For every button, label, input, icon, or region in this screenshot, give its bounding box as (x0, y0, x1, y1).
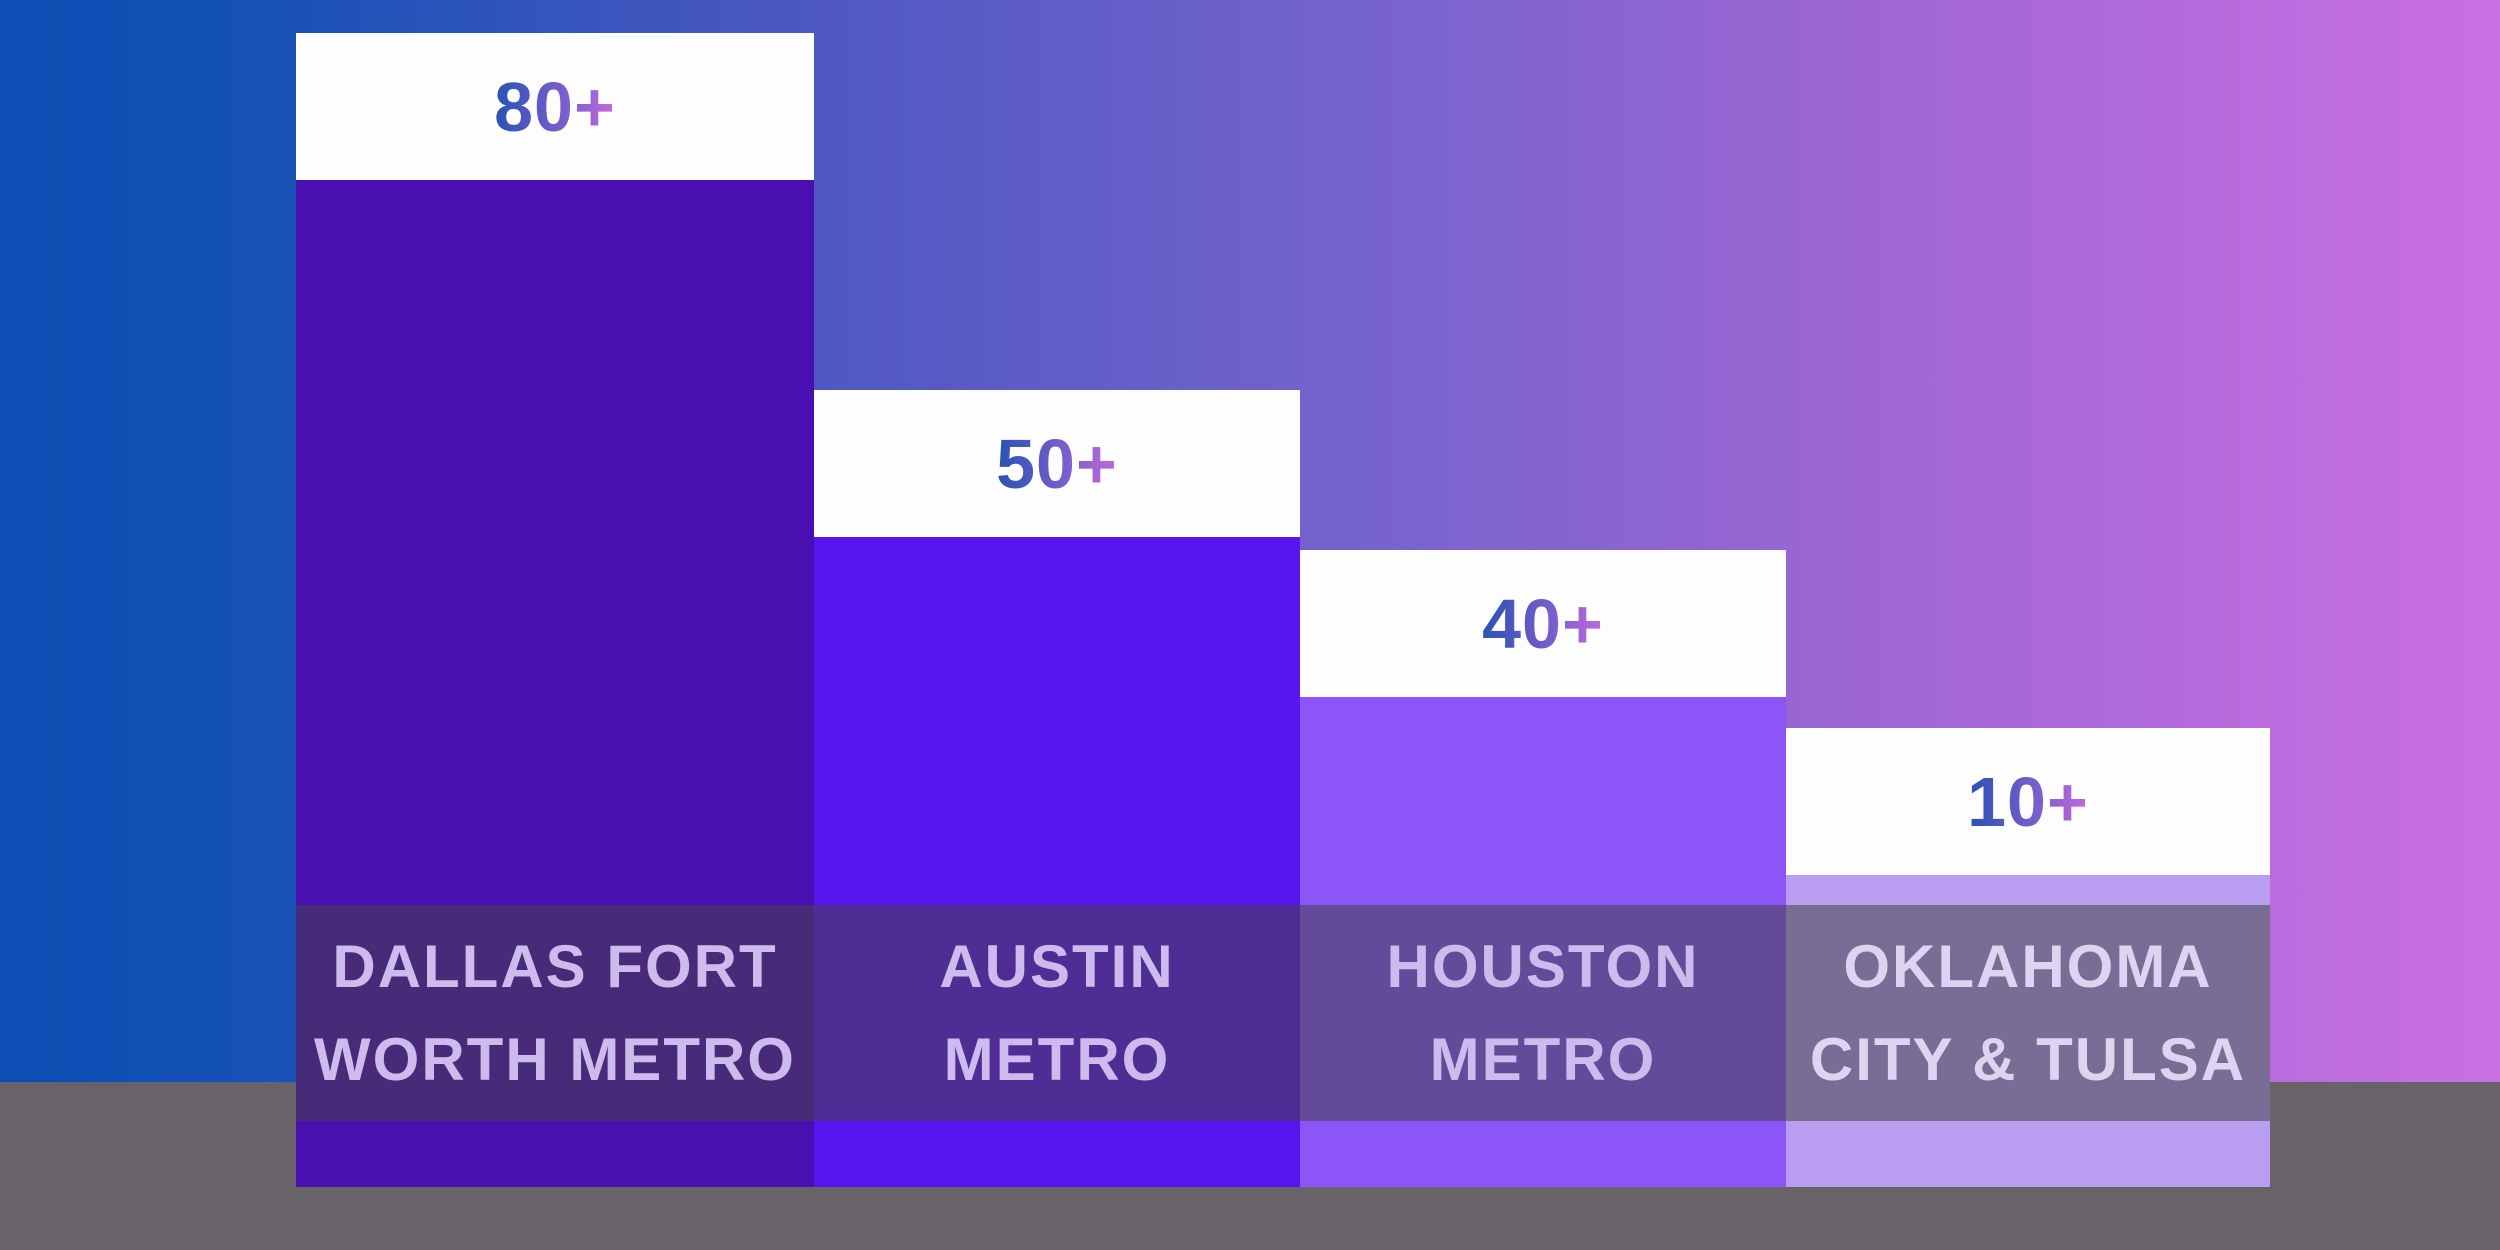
category-label-line: WORTH METRO (314, 1026, 796, 1093)
category-label-line: HOUSTON (1386, 933, 1700, 1000)
bar-value-label: 80+ (494, 67, 616, 146)
category-label-austin: AUSTIN METRO (814, 905, 1300, 1121)
value-card-houston: 40+ (1300, 550, 1786, 697)
bar-value-label: 50+ (996, 424, 1118, 503)
category-label-oklahoma-city-tulsa: OKLAHOMA CITY & TULSA (1786, 905, 2270, 1121)
category-label-line: OKLAHOMA (1843, 933, 2213, 1000)
category-label-houston: HOUSTON METRO (1300, 905, 1786, 1121)
category-label-line: METRO (1429, 1026, 1657, 1093)
bar-value-label: 40+ (1482, 584, 1604, 663)
category-label-line: METRO (943, 1026, 1171, 1093)
value-card-austin: 50+ (814, 390, 1300, 537)
category-label-line: AUSTIN (939, 933, 1175, 1000)
category-label-line: CITY & TULSA (1809, 1026, 2247, 1093)
category-label-band: DALLAS FORT WORTH METRO AUSTIN METRO HOU… (296, 905, 2270, 1121)
category-label-dallas-fort-worth: DALLAS FORT WORTH METRO (296, 905, 814, 1121)
value-card-oklahoma: 10+ (1786, 728, 2270, 875)
bar-value-label: 10+ (1967, 762, 2089, 841)
value-card-dallas: 80+ (296, 33, 814, 180)
category-label-line: DALLAS FORT (332, 933, 778, 1000)
